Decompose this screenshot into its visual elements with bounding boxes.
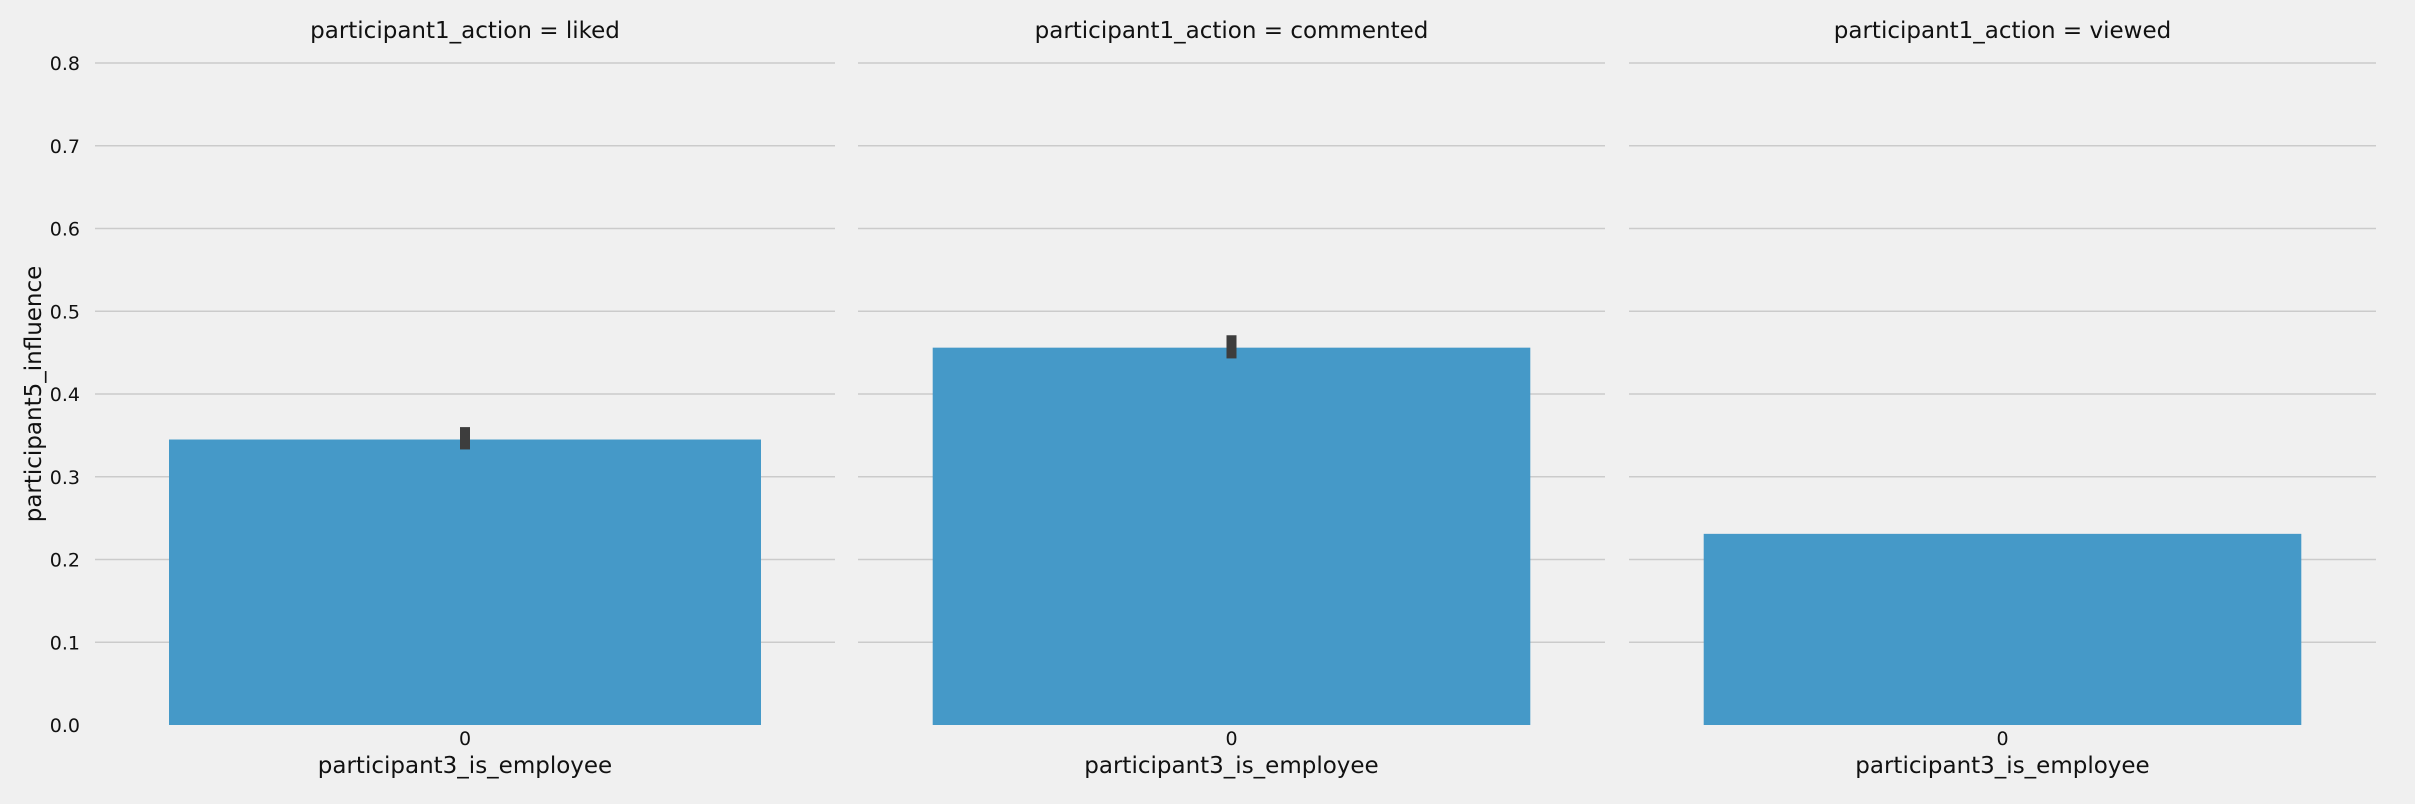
y-tick-label: 0.0	[50, 715, 80, 737]
bar	[169, 439, 761, 725]
y-tick-label: 0.4	[50, 384, 80, 406]
y-tick-label: 0.3	[50, 467, 80, 489]
panel-title: participant1_action = viewed	[1834, 18, 2171, 44]
x-tick-label: 0	[1225, 728, 1237, 750]
y-tick-label: 0.5	[50, 301, 80, 323]
y-tick-label: 0.8	[50, 53, 80, 75]
panel-title: participant1_action = commented	[1035, 18, 1429, 44]
x-tick-label: 0	[1996, 728, 2008, 750]
y-tick-label: 0.7	[50, 136, 80, 158]
x-tick-label: 0	[459, 728, 471, 750]
y-axis-label: participant5_influence	[21, 266, 47, 523]
bar	[932, 347, 1531, 725]
y-tick-label: 0.6	[50, 219, 80, 241]
x-axis-label: participant3_is_employee	[1855, 753, 2149, 779]
panel-title: participant1_action = liked	[310, 18, 620, 44]
y-tick-label: 0.2	[50, 550, 80, 572]
x-axis-label: participant3_is_employee	[318, 753, 612, 779]
x-axis-label: participant3_is_employee	[1084, 753, 1378, 779]
bar	[1703, 533, 2302, 725]
y-tick-label: 0.1	[50, 632, 80, 654]
